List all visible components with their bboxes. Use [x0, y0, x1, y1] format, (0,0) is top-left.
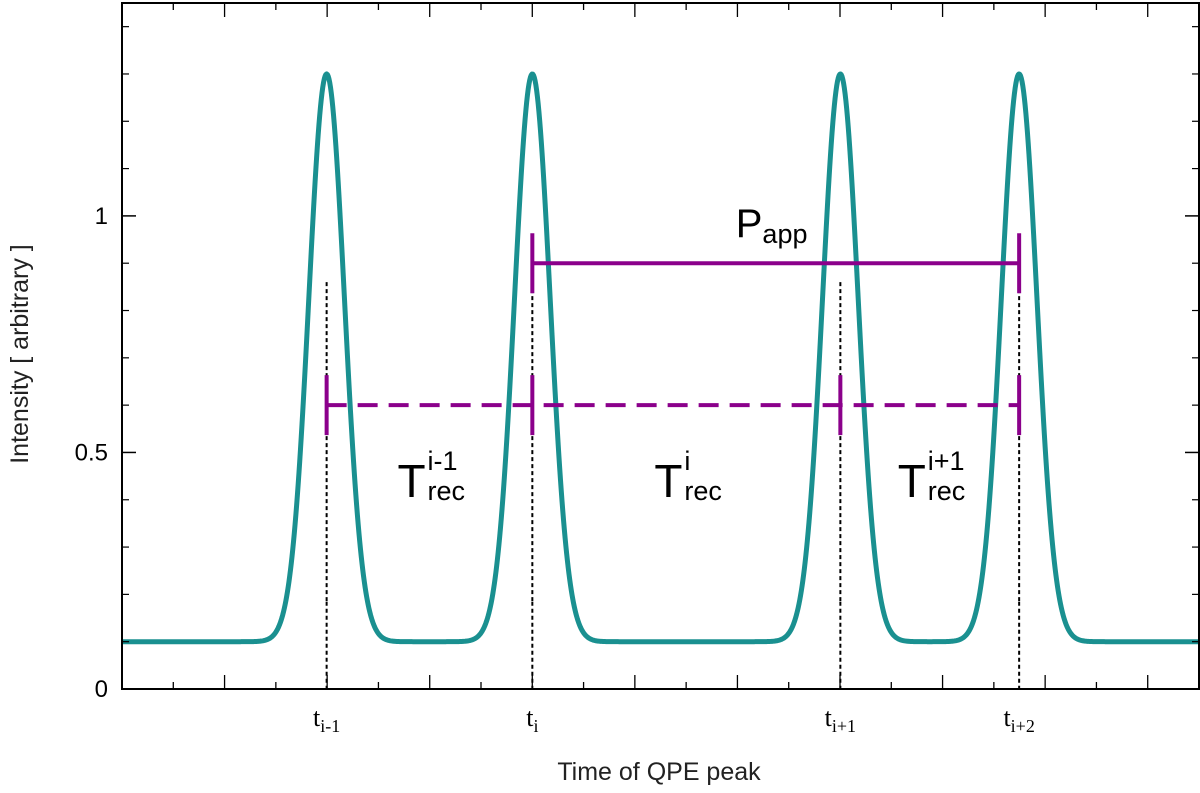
peak-time-label-base: t — [313, 703, 321, 732]
recurrence-label-sub-1: rec — [684, 476, 722, 506]
recurrence-label-sub-0: rec — [427, 476, 465, 506]
peak-time-label-base: t — [1003, 703, 1011, 732]
peak-time-label-sub: i+2 — [1011, 716, 1035, 736]
period-label-sub: app — [762, 219, 807, 249]
peak-time-label-1: ti — [526, 703, 538, 736]
recurrence-label-sub-2: rec — [928, 476, 966, 506]
period-label-base: P — [736, 202, 763, 246]
recurrence-label-sup-0: i-1 — [427, 446, 457, 476]
peak-time-label-base: t — [526, 703, 534, 732]
recurrence-label-base-2: T — [898, 455, 926, 507]
period-label: Papp — [736, 202, 808, 249]
labels-layer: Time of QPE peak Intensity [ arbitrary ]… — [6, 202, 1035, 786]
curve-layer — [120, 71, 1200, 645]
guide-lines — [325, 282, 1021, 689]
recurrence-label-base-1: T — [654, 455, 682, 507]
x-axis-title: Time of QPE peak — [557, 758, 761, 786]
peak-time-label-sub: i+1 — [832, 716, 856, 736]
recurrence-label-sup-1: i — [684, 446, 690, 476]
y-axis-title: Intensity [ arbitrary ] — [6, 244, 34, 464]
annotation-layer — [324, 233, 1022, 436]
peak-time-label-3: ti+2 — [1003, 703, 1034, 736]
peak-time-label-sub: i-1 — [320, 716, 340, 736]
intensity-curve — [120, 71, 1200, 645]
peak-time-label-sub: i — [533, 716, 538, 736]
recurrence-label-sup-2: i+1 — [928, 446, 965, 476]
recurrence-label-base-0: T — [397, 455, 425, 507]
axes — [121, 2, 1200, 690]
y-tick-label-2: 1 — [95, 203, 108, 230]
y-tick-label-0: 0 — [95, 676, 108, 703]
peak-time-label-0: ti-1 — [313, 703, 340, 736]
peak-time-label-2: ti+1 — [825, 703, 856, 736]
peak-time-label-base: t — [825, 703, 833, 732]
plot-frame — [121, 2, 1200, 690]
y-tick-label-1: 0.5 — [75, 439, 108, 466]
